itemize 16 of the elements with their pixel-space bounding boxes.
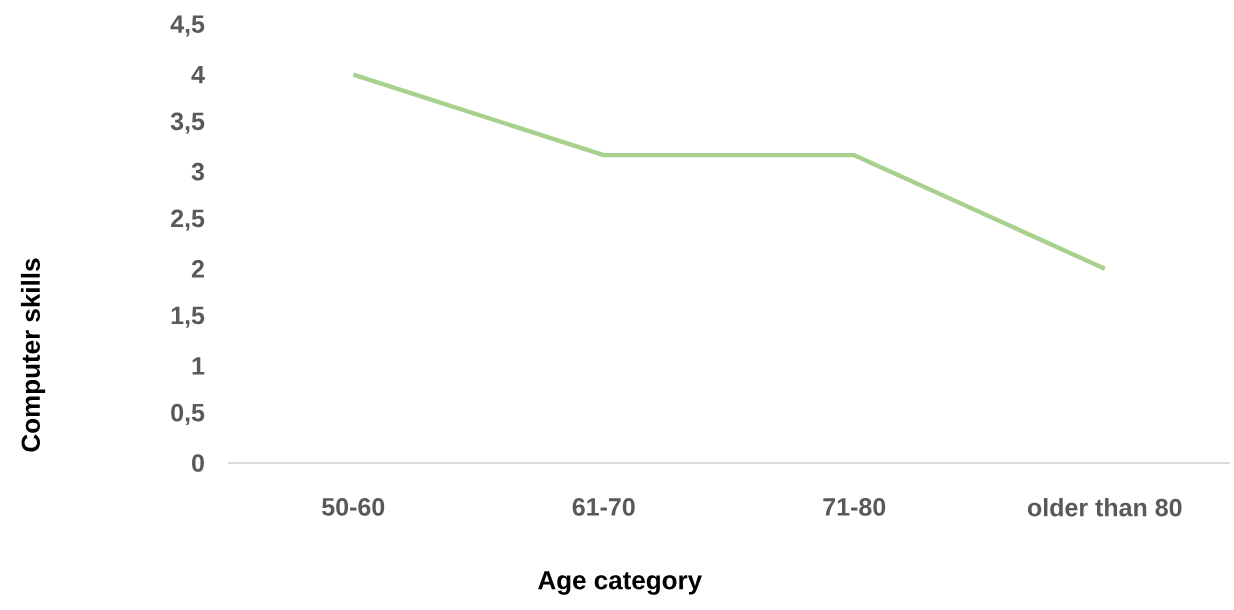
y-tick-label: 0 <box>192 454 204 472</box>
y-tick-label: 4 <box>191 65 205 84</box>
y-tick-label: 3 <box>191 162 205 181</box>
x-axis-title: Age category <box>538 571 702 595</box>
y-tick-label: 4,5 <box>170 15 205 37</box>
y-tick-label: 1 <box>192 357 205 375</box>
y-tick-label: 0,5 <box>171 403 205 426</box>
y-tick-label: 3,5 <box>170 112 205 134</box>
x-tick-label: 61-70 <box>572 498 635 516</box>
y-tick-label: 2,5 <box>171 209 205 231</box>
y-tick-label: 2 <box>191 260 204 278</box>
x-tick-label: 50-60 <box>322 498 385 516</box>
x-tick-label: older than 80 <box>1027 498 1182 517</box>
x-tick-label: 71-80 <box>823 498 886 516</box>
y-tick-label: 1,5 <box>171 306 205 328</box>
y-axis-title: Computer skills <box>20 258 46 452</box>
